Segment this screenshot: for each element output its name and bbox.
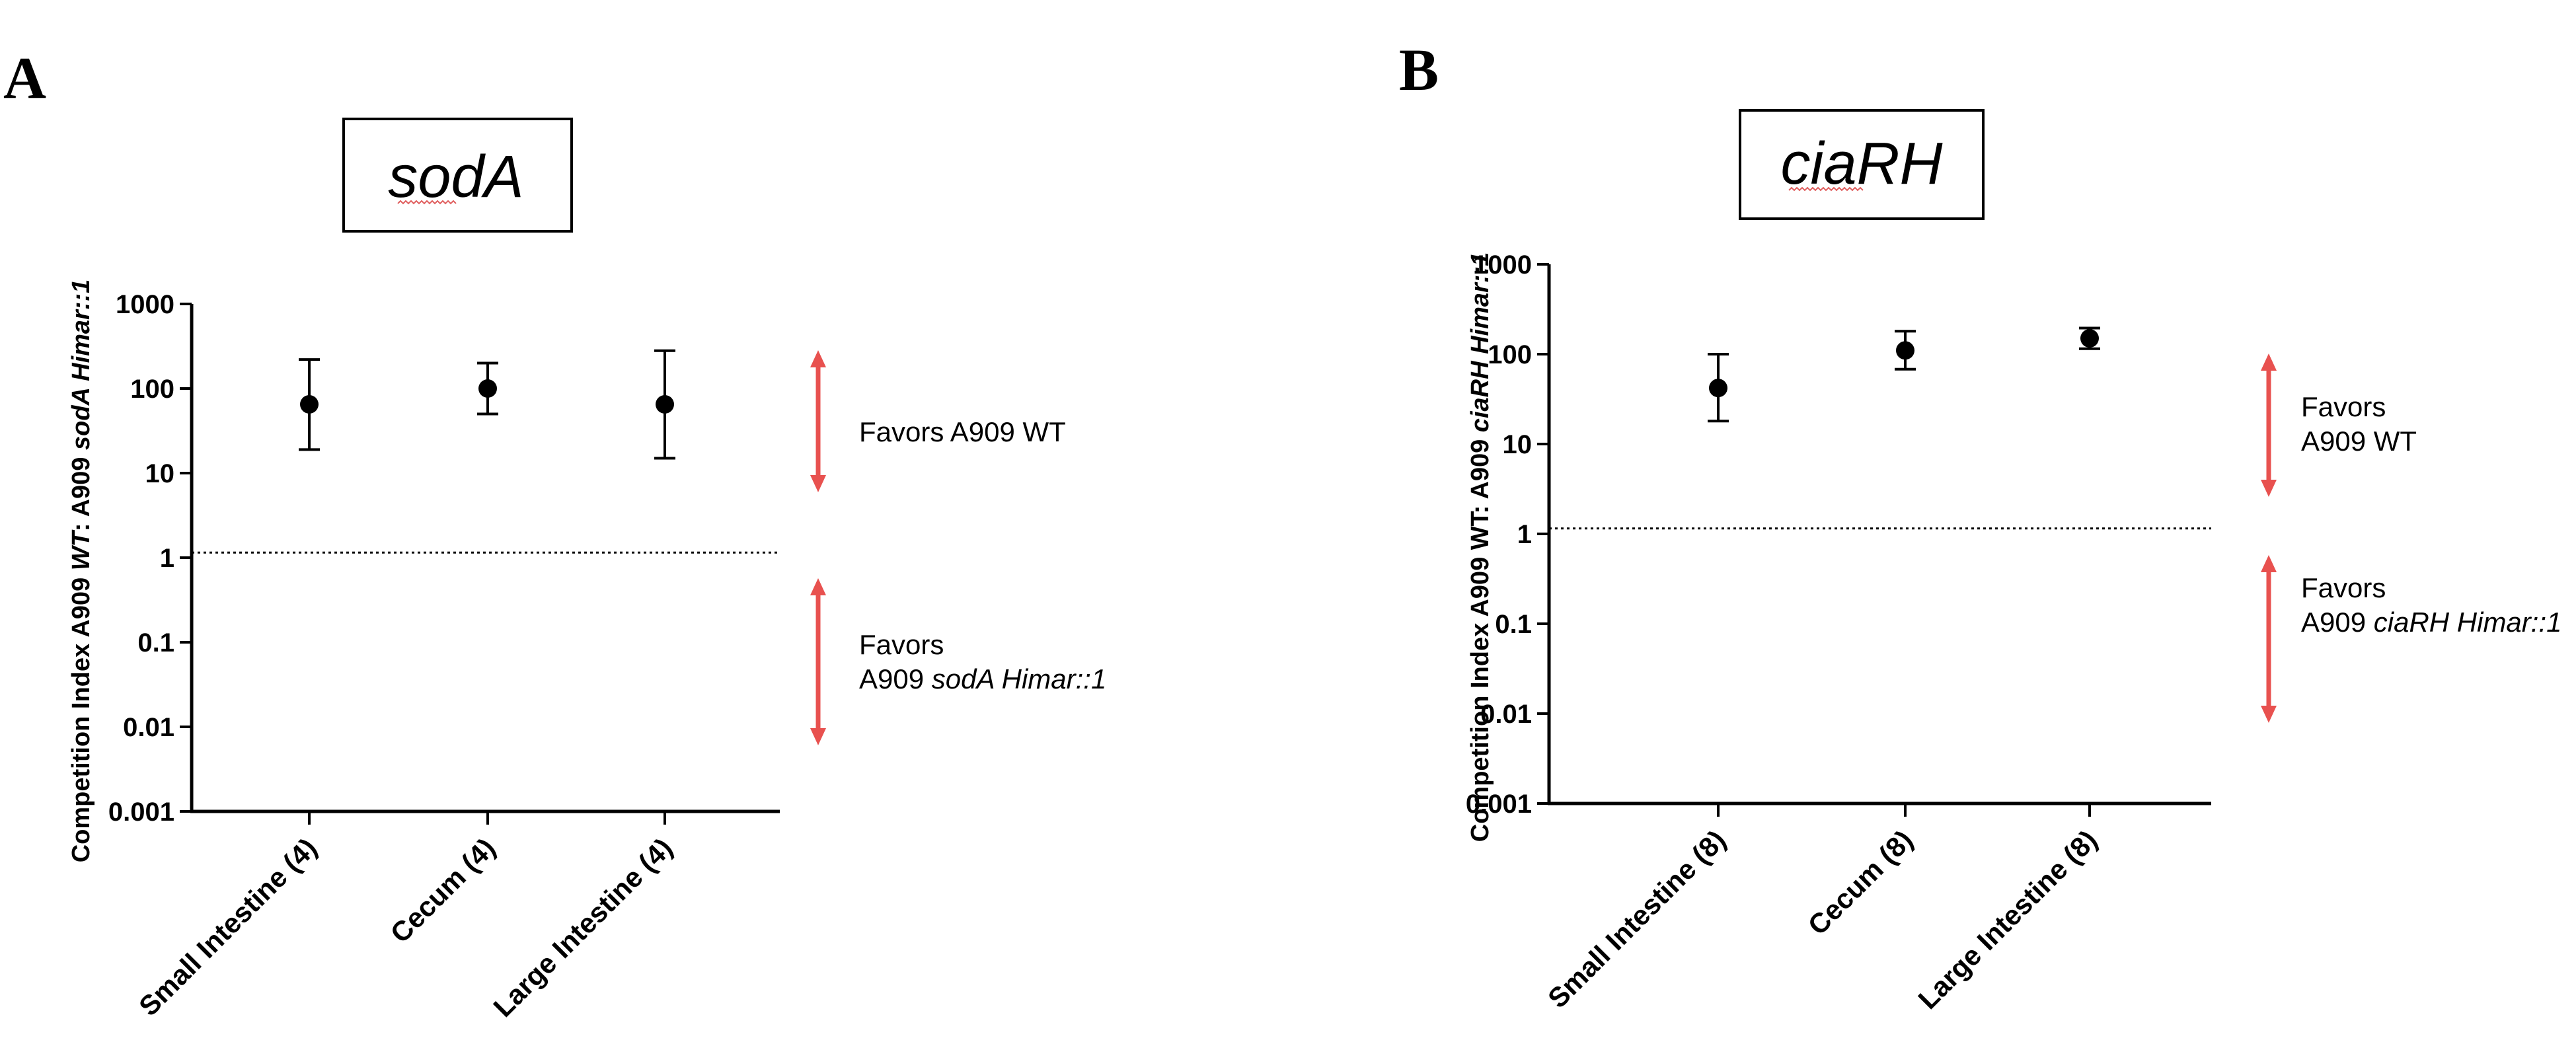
y-tick-label: 0.001 [1466,790,1532,819]
y-axis-label-part-3: sodA Himar::1 [67,280,95,450]
annotation-favors-mutant-line-part-0: A909 [2301,607,2374,638]
y-axis-label-part-1: WT [67,529,95,570]
y-tick-label: 1000 [116,290,174,319]
chart-title: ciaRH [1780,131,1943,197]
favors-wt-arrow-head-top [810,350,826,367]
y-tick-label: 100 [1488,340,1532,369]
y-tick-label: 0.1 [137,628,174,657]
annotation-favors-wt-line: Favors [2301,391,2386,422]
data-point [1709,379,1727,398]
y-tick-label: 1 [1517,520,1532,549]
x-tick-label: Large Intestine (4) [487,832,678,1023]
annotation-favors-wt-line: A909 WT [2301,426,2417,457]
favors-wt-arrow-head-top [2261,354,2277,371]
favors-mutant-arrow-head-top [2261,555,2277,572]
y-axis-label-part-2: : A909 [67,450,95,531]
y-tick-label: 1000 [1473,250,1532,280]
data-point [2080,329,2099,348]
annotation-favors-mutant-line-part-0: Favors [2301,572,2386,603]
annotation-favors-mutant-line-part-1: ciaRH Himar::1 [2374,607,2562,638]
annotation-favors-wt-line-part-0: Favors A909 WT [859,416,1066,447]
annotation-favors-wt-line-part-0: Favors [2301,391,2386,422]
favors-mutant-arrow-head-bottom [810,728,826,745]
data-point [1896,341,1914,360]
y-tick-label: 1 [160,544,174,573]
y-tick-label: 0.01 [123,713,174,742]
annotation-favors-wt-line: Favors A909 WT [859,416,1066,447]
annotation-favors-mutant-line-part-0: A909 [859,663,932,694]
data-point [478,379,497,398]
x-tick-label: Small Intestine (8) [1542,824,1731,1014]
chart-title: sodA [388,144,523,210]
spellcheck-underline [397,200,457,205]
spellcheck-underline [1788,186,1864,192]
panel-letter: A [3,46,46,111]
favors-wt-arrow-head-bottom [810,475,826,492]
y-axis-label: Competition Index A909 WT: A909 sodA Him… [67,280,95,863]
annotation-favors-mutant-line: Favors [2301,572,2386,603]
favors-wt-arrow-head-bottom [2261,480,2277,497]
x-tick-label: Cecum (4) [385,832,502,949]
x-tick-label: Small Intestine (4) [133,832,322,1022]
favors-mutant-arrow-head-top [810,578,826,595]
x-tick-label: Large Intestine (8) [1912,824,2103,1015]
y-tick-label: 10 [1503,430,1533,459]
y-tick-label: 0.01 [1480,700,1532,729]
y-tick-label: 0.001 [108,798,174,827]
data-point [300,394,319,414]
annotation-favors-wt-line-part-0: A909 WT [2301,426,2417,457]
y-axis-label: Competition Index A909 WT: A909 ciaRH Hi… [1466,252,1494,842]
annotation-favors-mutant-line: A909 sodA Himar::1 [859,663,1106,694]
y-tick-label: 10 [145,459,175,488]
annotation-favors-mutant-line: A909 ciaRH Himar::1 [2301,607,2561,638]
title-box [342,118,573,233]
x-tick-label: Cecum (8) [1802,824,1919,941]
annotation-favors-mutant-line: Favors [859,629,944,660]
y-axis-label-part-0: Competition Index A909 [67,570,95,862]
favors-mutant-arrow-head-bottom [2261,706,2277,723]
title-box [1739,109,1985,220]
annotation-favors-mutant-line-part-0: Favors [859,629,944,660]
y-axis-label-part-0: Competition Index A909 WT: A909 [1466,432,1494,842]
data-point [656,394,674,414]
panel-letter: B [1399,38,1439,103]
y-axis-label-part-1: ciaRH Himar::1 [1466,252,1494,432]
y-tick-label: 100 [130,375,174,404]
y-tick-label: 0.1 [1495,610,1532,639]
annotation-favors-mutant-line-part-1: sodA Himar::1 [932,663,1107,694]
